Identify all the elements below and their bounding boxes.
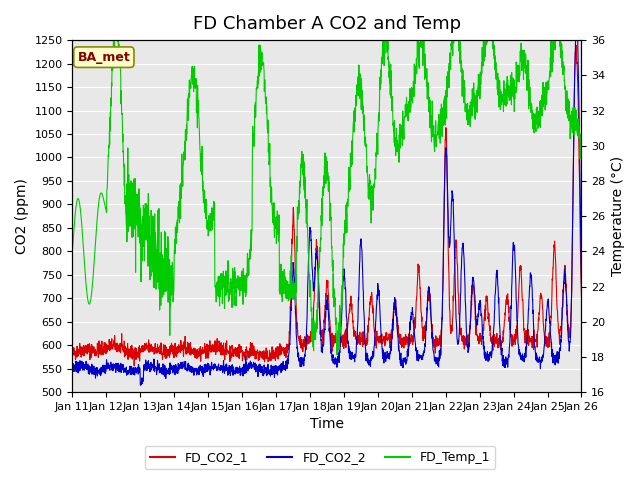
Y-axis label: Temperature (°C): Temperature (°C) <box>611 156 625 276</box>
X-axis label: Time: Time <box>310 418 344 432</box>
Title: FD Chamber A CO2 and Temp: FD Chamber A CO2 and Temp <box>193 15 461 33</box>
Legend: FD_CO2_1, FD_CO2_2, FD_Temp_1: FD_CO2_1, FD_CO2_2, FD_Temp_1 <box>145 446 495 469</box>
Text: BA_met: BA_met <box>77 51 131 64</box>
Y-axis label: CO2 (ppm): CO2 (ppm) <box>15 178 29 254</box>
